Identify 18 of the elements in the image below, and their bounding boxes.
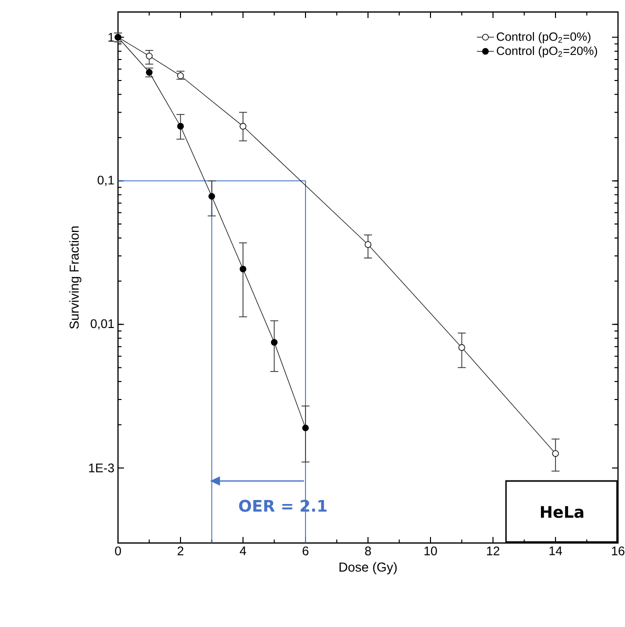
y-axis-title: Surviving Fraction <box>69 226 82 329</box>
x-tick-label: 10 <box>424 546 437 556</box>
x-tick-label: 8 <box>365 546 371 556</box>
y-tick-label: 1 <box>108 33 114 42</box>
annotation: HeLa <box>540 506 584 518</box>
x-tick-label: 6 <box>302 546 308 556</box>
x-tick-label: 12 <box>487 546 500 556</box>
y-tick-label: 0,01 <box>90 319 114 330</box>
x-tick-label: 2 <box>178 546 184 556</box>
y-tick-label: 0,1 <box>98 176 114 186</box>
x-tick-label: 0 <box>115 546 121 556</box>
x-axis-title: Dose (Gy) <box>340 562 397 574</box>
x-tick-label: 14 <box>550 546 562 556</box>
legend-label: Control (pO$_{2}$=20%) <box>496 46 598 58</box>
x-tick-label: 4 <box>240 546 246 556</box>
legend-label: Control (pO$_{2}$=0%) <box>496 32 590 44</box>
y-tick-label: 1E-3 <box>89 464 114 472</box>
x-tick-label: 16 <box>612 546 624 556</box>
